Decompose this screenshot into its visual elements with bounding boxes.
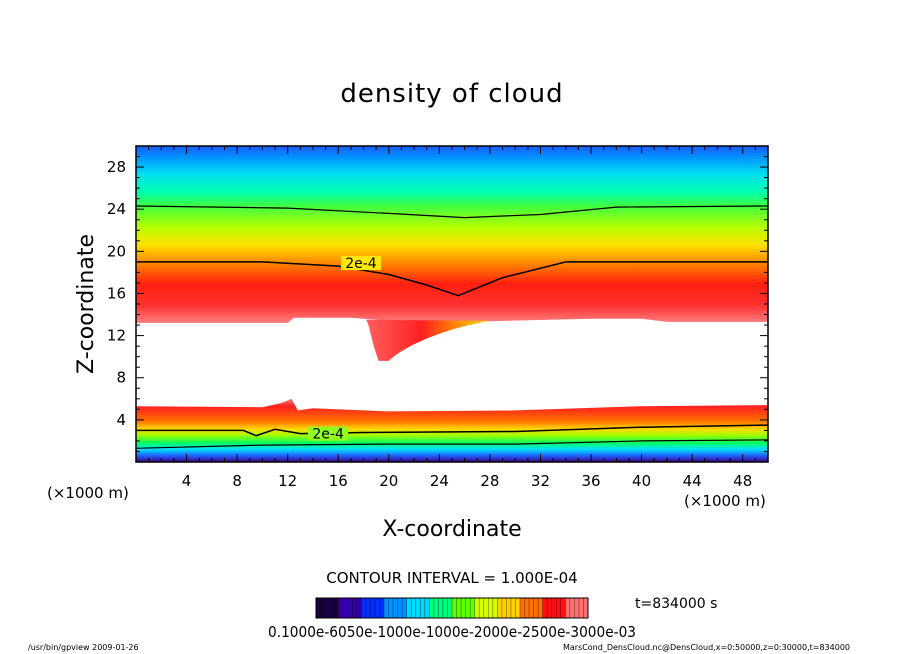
- colorbar-swatch: [520, 598, 544, 618]
- x-axis-label: X-coordinate: [382, 517, 521, 542]
- contour-lower-base: [136, 439, 768, 449]
- x-tick-label: 44: [683, 472, 702, 490]
- colorbar-swatch: [316, 598, 340, 618]
- x-tick-label: 4: [182, 472, 192, 490]
- x-tick-label: 28: [480, 472, 499, 490]
- x-tick-label: 8: [232, 472, 242, 490]
- x-tick-label: 12: [278, 472, 297, 490]
- y-tick-label: 12: [107, 327, 126, 345]
- contour-interval-note: CONTOUR INTERVAL = 1.000E-04: [326, 569, 577, 587]
- colorbar-swatch: [542, 598, 566, 618]
- colorbar-swatch: [338, 598, 362, 618]
- colorbar-swatch: [384, 598, 408, 618]
- y-tick-label: 20: [107, 242, 126, 260]
- y-tick-label: 8: [116, 369, 126, 387]
- x-tick-label: 16: [329, 472, 348, 490]
- y-tick-label: 28: [107, 158, 126, 176]
- x-tick-label: 24: [430, 472, 449, 490]
- footer-right: MarsCond_DensCloud.nc@DensCloud,x=0:5000…: [563, 643, 850, 652]
- contour-label: 2e-4: [345, 256, 377, 272]
- contour-label: 2e-4: [312, 427, 344, 443]
- x-tick-label: 20: [379, 472, 398, 490]
- contour-2e-4-upper: [136, 261, 768, 297]
- x-axis-unit: (×1000 m): [684, 492, 766, 510]
- x-tick-label: 32: [531, 472, 550, 490]
- lower-cloud-layer: [136, 398, 768, 462]
- colorbar: [315, 597, 589, 619]
- colorbar-swatch: [429, 598, 453, 618]
- colorbar-swatch: [565, 598, 589, 618]
- y-axis-label: Z-coordinate: [74, 234, 99, 374]
- colorbar-labels: 0.1000e-6050e-1000e-1000e-2000e-2500e-30…: [268, 623, 636, 641]
- x-tick-label: 48: [733, 472, 752, 490]
- contour-upper-top: [136, 205, 768, 219]
- contour-2e-4-lower: [136, 424, 768, 437]
- x-tick-label: 36: [581, 472, 600, 490]
- y-axis-unit: (×1000 m): [47, 484, 129, 502]
- colorbar-swatch: [452, 598, 476, 618]
- cloud-tail: [366, 319, 490, 361]
- colorbar-swatch: [474, 598, 498, 618]
- y-tick-label: 24: [107, 200, 126, 218]
- chart-title: density of cloud: [340, 79, 563, 109]
- upper-cloud-layer: [136, 146, 768, 323]
- colorbar-swatch: [361, 598, 385, 618]
- plot-area: 2e-4 2e-4: [136, 146, 768, 462]
- colorbar-swatch: [406, 598, 430, 618]
- x-tick-label: 40: [632, 472, 651, 490]
- y-tick-label: 4: [116, 411, 126, 429]
- y-tick-label: 16: [107, 284, 126, 302]
- footer-left: /usr/bin/gpview 2009-01-26: [28, 643, 139, 652]
- time-label: t=834000 s: [635, 596, 717, 612]
- colorbar-swatch: [497, 598, 521, 618]
- colorbar-frame: [315, 597, 589, 619]
